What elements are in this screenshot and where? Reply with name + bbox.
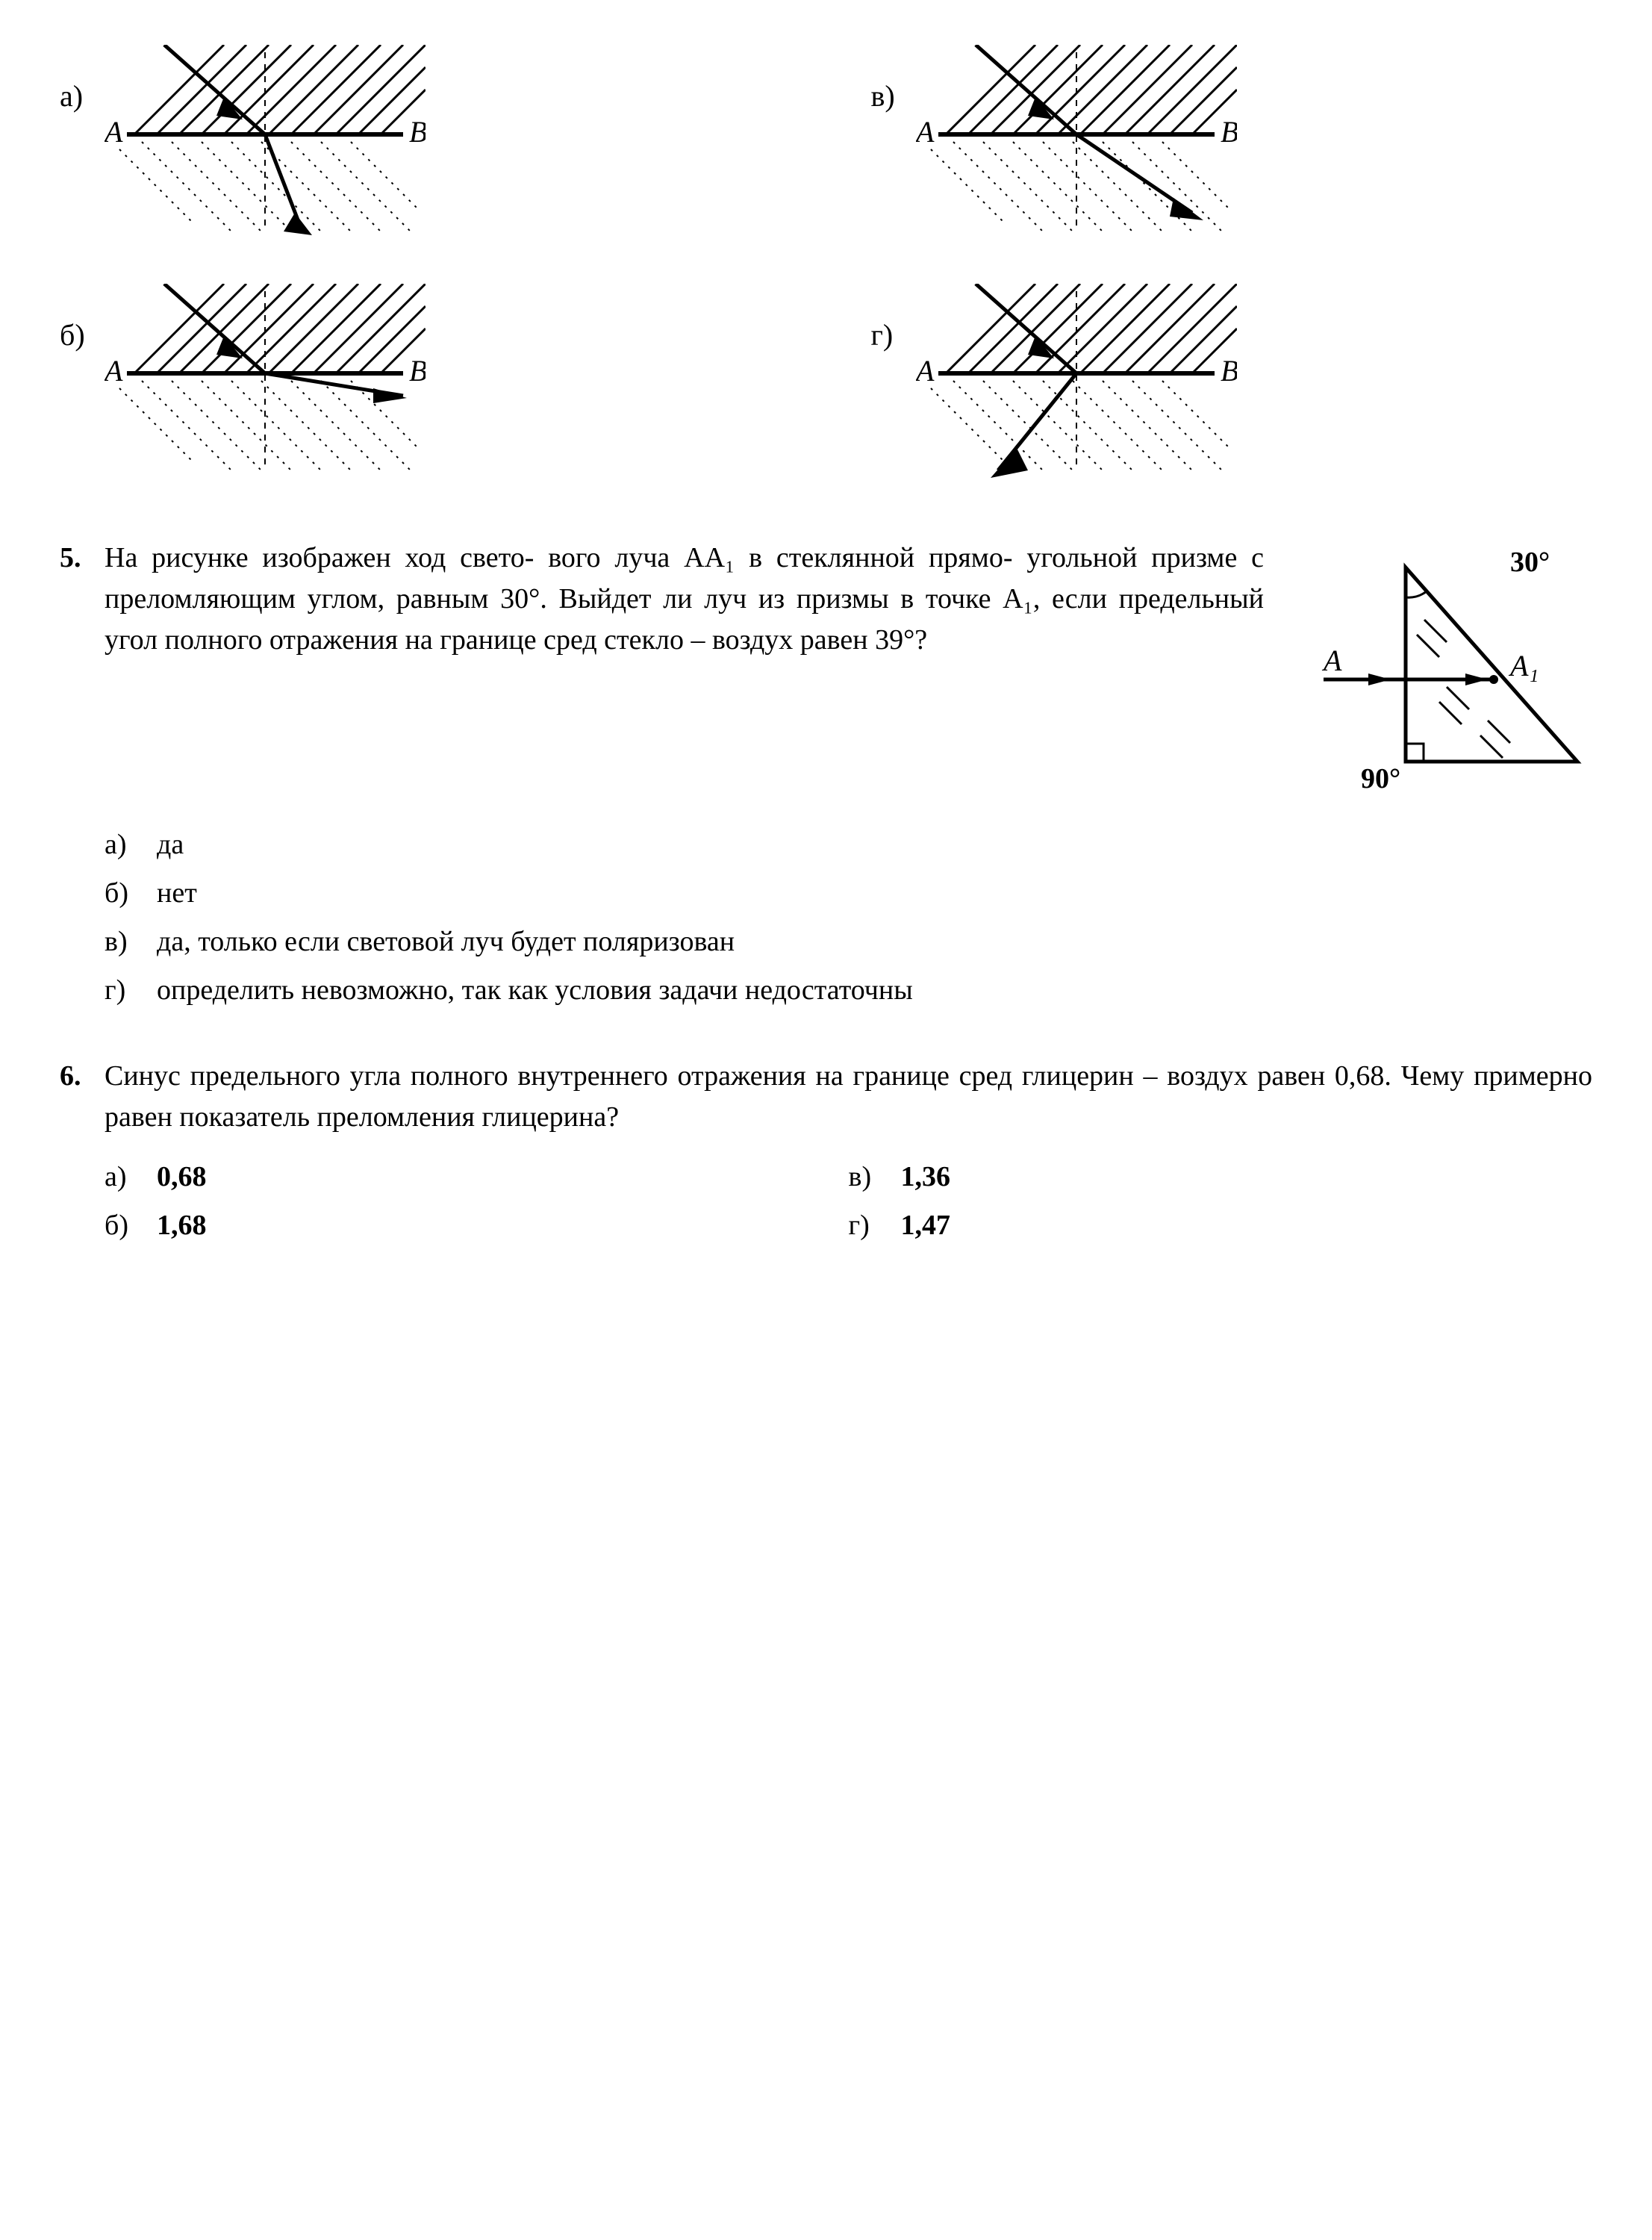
q6-option-b: б) 1,68 [105,1205,849,1246]
q5-text: На рисунке изображен ход свето- вого луч… [105,538,1264,661]
option-text: да [157,824,1592,865]
option-text: 1,68 [157,1205,849,1246]
diagram-g-label: г) [871,284,916,357]
diagram-b: б) A B [60,284,782,478]
q5-line: угол полного отражения на границе [105,624,537,656]
q5-option-b: б) нет [105,873,1592,914]
q6-option-a: а) 0,68 [105,1157,849,1198]
option-letter: а) [105,1157,157,1198]
option-text: определить невозможно, так как условия з… [157,970,1592,1011]
option-letter: в) [105,921,157,962]
svg-text:A: A [916,354,935,388]
diagram-a-svg: A B [105,45,426,239]
svg-text:B: B [409,115,426,149]
q5-line: углом, равным 30°. Выйдет ли луч из [308,583,785,615]
q6-number: 6. [60,1056,105,1138]
option-letter: в) [849,1157,901,1198]
svg-text:B: B [409,354,426,388]
option-text: да, только если световой луч будет поляр… [157,921,1592,962]
question-5: 5. На рисунке изображен ход свето- вого … [60,538,1592,806]
option-letter: а) [105,824,157,865]
option-text: нет [157,873,1592,914]
svg-text:A: A [916,115,935,149]
option-letter: б) [105,1205,157,1246]
svg-text:A: A [1321,644,1342,677]
option-letter: г) [849,1205,901,1246]
question-6: 6. Синус предельного угла полного внутре… [60,1056,1592,1138]
svg-text:90°: 90° [1361,763,1400,794]
option-letter: г) [105,970,157,1011]
q5-options: а) да б) нет в) да, только если световой… [105,824,1592,1011]
option-text: 1,36 [901,1157,1593,1198]
svg-text:B: B [1221,115,1237,149]
prism-diagram: 30° 90° A A₁ [1294,538,1592,806]
diagram-b-svg: A B [105,284,426,478]
q5-option-v: в) да, только если световой луч будет по… [105,921,1592,962]
q5-option-a: а) да [105,824,1592,865]
q5-line: На рисунке изображен ход свето- [105,542,534,573]
q5-number: 5. [60,538,105,806]
diagram-v: в) A [871,45,1593,239]
diagram-a-label: а) [60,45,105,118]
diagram-b-label: б) [60,284,105,357]
option-text: 1,47 [901,1205,1593,1246]
diagram-g: г) A B [871,284,1593,478]
q5-line: призмы в точке A₁, если предельный [797,583,1264,615]
q6-option-g: г) 1,47 [849,1205,1593,1246]
svg-text:A: A [105,115,123,149]
svg-text:B: B [1221,354,1237,388]
q6-option-v: в) 1,36 [849,1157,1593,1198]
diagram-v-svg: A B [916,45,1237,239]
diagram-g-svg: A B [916,284,1237,478]
q6-options: а) 0,68 в) 1,36 б) 1,68 г) 1,47 [105,1157,1592,1246]
q5-line: сред стекло – воздух равен 39°? [543,624,927,656]
option-text: 0,68 [157,1157,849,1198]
svg-text:30°: 30° [1510,547,1550,578]
diagram-v-label: в) [871,45,916,118]
q5-line: вого луча AA₁ в стеклянной прямо- [548,542,1012,573]
q5-option-g: г) определить невозможно, так как услови… [105,970,1592,1011]
q6-text: Синус предельного угла полного внутренне… [105,1056,1592,1138]
svg-text:A: A [105,354,123,388]
diagram-a: а) [60,45,782,239]
option-letter: б) [105,873,157,914]
svg-text:A₁: A₁ [1508,649,1539,682]
refraction-diagrams-grid: а) [60,45,1592,478]
